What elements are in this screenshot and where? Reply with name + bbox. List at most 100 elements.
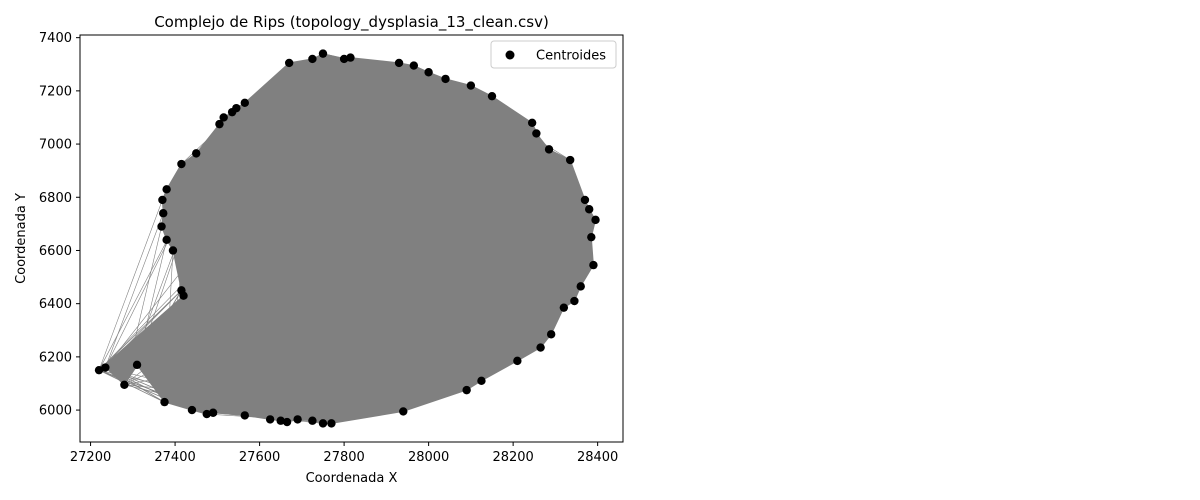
rips-edge [244, 57, 351, 416]
rips-edge [322, 85, 472, 424]
y-tick-label: 7000 [39, 138, 72, 153]
rips-edge [137, 364, 467, 391]
rips-edge [181, 163, 518, 362]
rips-edge [206, 102, 246, 415]
rips-edge [398, 62, 482, 381]
rips-edge [166, 188, 581, 287]
rips-edge [232, 111, 533, 124]
rips-edge [286, 264, 594, 423]
rips-edge [181, 290, 518, 362]
centroid-point [192, 149, 201, 158]
rips-edge [269, 159, 571, 420]
centroid-point [346, 53, 355, 62]
rips-edge [98, 369, 193, 411]
rips-edge [236, 107, 482, 382]
centroid-point [177, 159, 186, 169]
rips-edge [286, 380, 482, 423]
rips-edge [466, 149, 550, 391]
rips-edge [223, 95, 493, 118]
rips-edge [166, 189, 541, 348]
centroid-point [202, 409, 211, 419]
centroid-point [162, 185, 171, 194]
y-tick-label: 6200 [39, 350, 72, 365]
centroid-point [94, 365, 104, 375]
rips-edge [196, 153, 564, 308]
rips-edge [105, 367, 165, 403]
rips-edge [219, 123, 590, 210]
rips-edge [105, 367, 245, 416]
centroid-point [132, 360, 142, 370]
rips-edge [550, 209, 590, 335]
x-tick-label: 27600 [239, 450, 280, 465]
centroid-point [160, 397, 169, 407]
rips-edge [231, 112, 332, 424]
rips-edge [191, 72, 429, 411]
rips-edge [162, 199, 214, 413]
rips-edge [181, 290, 298, 420]
centroid-point [591, 215, 600, 225]
centroid-point [327, 419, 336, 428]
centroid-point [179, 291, 188, 300]
x-tick-label: 28000 [408, 450, 449, 465]
rips-edge [297, 236, 592, 420]
y-tick-label: 7200 [39, 84, 72, 99]
rips-edge [136, 295, 184, 366]
rips-edge [172, 78, 446, 251]
centroid-point [399, 407, 408, 416]
rips-edge [219, 124, 282, 421]
rips-edge [269, 72, 429, 420]
centroid-point [565, 155, 575, 165]
rips-edge [136, 85, 472, 366]
centroid-point [409, 61, 419, 70]
rips-edge [223, 117, 541, 348]
centroid-point [282, 417, 292, 427]
rips-edge [312, 58, 565, 308]
centroid-point [318, 419, 328, 428]
centroid-point [462, 385, 471, 395]
rips-edge [105, 213, 164, 368]
rips-edge [161, 95, 493, 227]
centroid-point [589, 260, 598, 270]
x-tick-label: 27200 [70, 450, 111, 465]
rips-edge [161, 117, 224, 227]
rips-edge [231, 111, 518, 362]
centroid-point [477, 376, 486, 386]
rips-edge [105, 295, 184, 368]
centroid-points [94, 49, 600, 428]
legend: Centroides [490, 40, 617, 69]
rips-edge [98, 290, 182, 371]
rips-edge [270, 300, 575, 420]
rips-edge [161, 226, 575, 302]
rips-edge [181, 163, 298, 420]
y-tick-label: 7400 [39, 31, 72, 46]
rips-edge [206, 95, 493, 415]
rips-edge [445, 78, 586, 201]
rips-edge [286, 58, 313, 423]
rips-edge [297, 122, 533, 420]
rips-edge [191, 62, 290, 411]
rips-edge [413, 65, 581, 287]
rips-edge [162, 199, 324, 424]
rips-edge [162, 199, 552, 335]
rips-edge [191, 122, 533, 411]
rips-edge [236, 108, 324, 424]
rips-edge [548, 149, 582, 287]
legend-box [490, 40, 617, 69]
rips-edge [181, 62, 290, 291]
axes-frame [79, 34, 624, 443]
rips-edge [183, 65, 415, 296]
x-axis-label: Coordenada X [306, 471, 398, 486]
centroid-point [308, 416, 317, 425]
y-tick-label: 6800 [39, 191, 72, 206]
centroid-point [570, 296, 579, 306]
centroid-point [532, 129, 541, 138]
rips-edge [212, 85, 472, 413]
rips-edge [105, 122, 533, 368]
rips-edge [162, 213, 246, 416]
rips-edge [289, 62, 571, 161]
y-tick-label: 6600 [39, 244, 72, 259]
rips-edge [183, 219, 596, 296]
rips-edge [136, 290, 182, 366]
centroid-point [240, 98, 250, 108]
rips-edge [312, 347, 541, 422]
